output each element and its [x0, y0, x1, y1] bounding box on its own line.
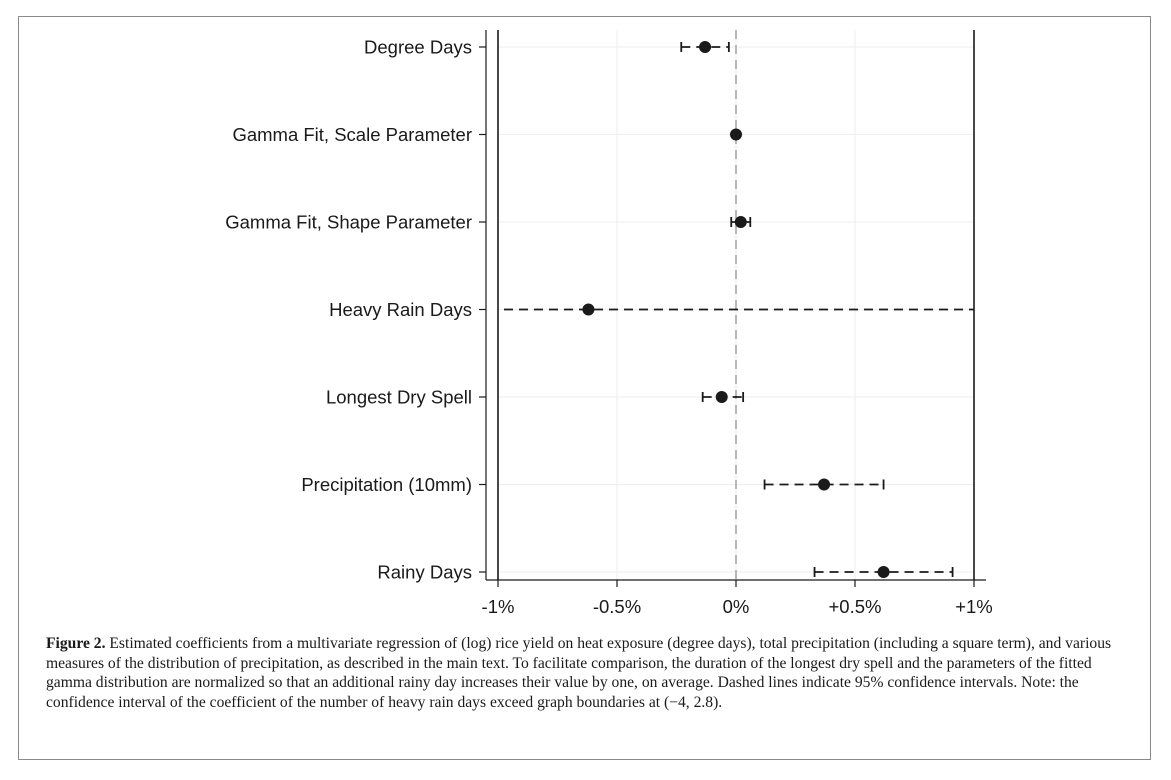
- axis-layer: [479, 30, 986, 587]
- x-tick-label-1: -0.5%: [593, 596, 641, 617]
- figure-frame: [18, 16, 1151, 760]
- x-tick-label-4: +1%: [955, 596, 993, 617]
- y-tick-label-1: Gamma Fit, Scale Parameter: [232, 124, 472, 145]
- y-tick-label-3: Heavy Rain Days: [329, 299, 472, 320]
- coefficient-point-3: [582, 303, 595, 316]
- y-tick-label-4: Longest Dry Spell: [326, 387, 472, 408]
- figure-caption: Figure 2. Estimated coefficients from a …: [46, 634, 1136, 712]
- y-tick-label-6: Rainy Days: [377, 562, 472, 583]
- coefficient-point-2: [734, 216, 747, 228]
- caption-text: Estimated coefficients from a multivaria…: [46, 635, 1112, 711]
- x-tick-label-0: -1%: [482, 596, 515, 617]
- coefficient-point-5: [818, 478, 831, 491]
- coefficient-chart: -1% -0.5% 0% +0.5% +1% Degree Days Gamma Fit, …: [225, 30, 993, 618]
- coefficient-point-1: [730, 128, 742, 141]
- label-layer: -1% -0.5% 0% +0.5% +1% Degree Days Gamma Fit, …: [225, 37, 993, 618]
- y-tick-label-5: Precipitation (10mm): [301, 474, 472, 495]
- caption-label: Figure 2.: [46, 635, 106, 652]
- x-tick-label-2: 0%: [723, 596, 750, 617]
- coefficient-point-0: [699, 41, 712, 53]
- point-layer: [582, 41, 890, 578]
- coefficient-point-6: [877, 566, 890, 578]
- x-tick-label-3: +0.5%: [829, 596, 882, 617]
- y-tick-label-2: Gamma Fit, Shape Parameter: [225, 212, 472, 233]
- y-tick-label-0: Degree Days: [364, 37, 472, 58]
- coefficient-point-4: [715, 391, 728, 403]
